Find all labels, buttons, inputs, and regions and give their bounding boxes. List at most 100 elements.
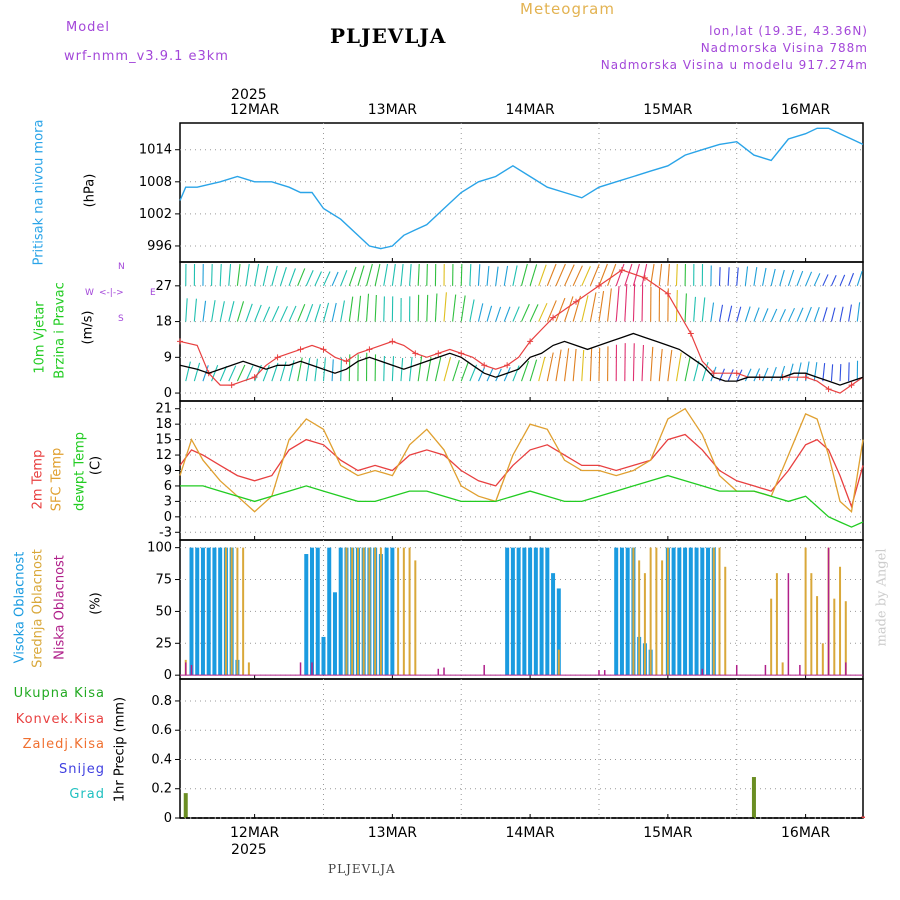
footer-station: PLJEVLJA [328, 862, 396, 876]
wind-arrow [564, 296, 574, 322]
wind-arrow [279, 306, 288, 322]
y-tick-label: 9 [164, 350, 172, 365]
wind-arrow [271, 306, 280, 322]
wind-arrow [211, 365, 219, 382]
wind-arrow [211, 300, 216, 322]
legend-total-rain: Ukupna Kisa [13, 686, 105, 701]
x-tick-label-bottom: 13MAR [368, 825, 417, 841]
mid-cloud-bar [414, 560, 417, 676]
y-tick-label: 0 [164, 386, 172, 401]
wind-arrow [400, 357, 404, 382]
wind-arrow [762, 308, 769, 322]
wind-arrow [762, 367, 769, 382]
wind-arrow [529, 264, 538, 286]
low-cloud-bar [598, 670, 600, 676]
y-tick-label: 996 [147, 239, 172, 254]
wind-arrow [641, 263, 648, 286]
wind-arrow [262, 265, 269, 286]
wind-arrow [589, 264, 600, 287]
compass-n: N [118, 262, 125, 272]
wind-gust-marker [435, 350, 442, 357]
wind-arrow [805, 306, 812, 322]
wind-arrow [572, 265, 583, 287]
wind-arrow [357, 295, 362, 322]
mid-cloud-bar [345, 547, 348, 676]
y-tick-label: 9 [164, 464, 172, 479]
wind-arrow [185, 361, 191, 382]
temp-ylabel-2: SFC Temp [49, 447, 65, 512]
wind-arrow [736, 267, 739, 286]
wind-arrow [753, 368, 761, 382]
wind-arrow [340, 357, 343, 382]
wind-arrow [245, 263, 250, 286]
wind-arrow [512, 265, 518, 286]
mid-cloud-bar [816, 596, 819, 676]
mid-cloud-bar [844, 601, 847, 676]
wind-gust-marker [343, 358, 350, 365]
wind-arrow [564, 348, 570, 382]
legend-snow: Snijeg [59, 762, 105, 777]
mid-cloud-bar [718, 547, 721, 676]
wind-arrow [297, 303, 306, 322]
y-tick-label: 1008 [139, 175, 172, 190]
x-tick-label-top: 15MAR [643, 102, 692, 118]
wind-arrow [813, 306, 820, 322]
wind-arrow [340, 300, 345, 322]
wind-arrow [245, 303, 253, 322]
mid-cloud-bar [379, 547, 382, 676]
wind-arrow [546, 263, 557, 287]
wind-arrow [598, 347, 601, 382]
wind-arrow [279, 361, 287, 382]
high-cloud-bar [510, 547, 515, 676]
y-tick-label: 0.4 [151, 752, 172, 767]
wind-gust-marker [366, 346, 373, 353]
wind-arrow [254, 263, 260, 286]
wind-arrow [443, 292, 447, 322]
wind-arrow [796, 362, 802, 382]
wind-arrow [762, 267, 767, 286]
wind-gust-marker [710, 370, 717, 377]
legend-convective-rain: Konvek.Kisa [15, 712, 105, 727]
wind-arrow [779, 308, 786, 322]
wind-arrow [520, 303, 530, 322]
wind-arrow [409, 263, 412, 286]
model-label: Model [66, 20, 111, 35]
wind-arrow [520, 360, 530, 382]
mid-cloud-bar [351, 547, 354, 676]
low-cloud-bar [190, 664, 193, 676]
wind-ylabel-2: Brzina i Pravac [52, 282, 68, 379]
wind-gust-marker [664, 290, 671, 297]
y-tick-label: 21 [155, 402, 172, 417]
y-tick-label: 0.8 [151, 694, 172, 709]
wind-gust-marker [527, 338, 534, 345]
y-tick-label: 0 [164, 811, 172, 826]
wind-arrow [641, 344, 645, 382]
mid-cloud-bar [649, 547, 652, 676]
wind-arrow [856, 270, 863, 287]
wind-arrow [219, 365, 228, 382]
wind-arrow [830, 364, 834, 382]
high-cloud-bar [332, 592, 337, 676]
pressure-ylabel: Pritisak na nivou mora [31, 119, 47, 266]
wind-arrow [770, 268, 776, 286]
y-tick-label: 0 [164, 668, 172, 683]
wind-arrow [538, 356, 546, 382]
wind-arrow [684, 356, 691, 382]
wind-arrow [701, 361, 709, 382]
x-tick-label-bottom: 14MAR [506, 825, 555, 841]
wind-arrow [787, 307, 795, 322]
wind-arrow [632, 343, 635, 382]
y-tick-label: 25 [155, 636, 172, 651]
mid-cloud-bar [368, 547, 371, 676]
wind-gust-marker [274, 354, 281, 361]
wind-arrow [279, 267, 287, 286]
wind-arrow [383, 263, 389, 286]
wind-arrow [409, 356, 413, 382]
panel-frame [179, 122, 864, 263]
high-cloud-bar [315, 547, 320, 676]
temp-unit: (C) [88, 455, 104, 476]
wind-arrow [744, 266, 749, 286]
wind-arrow [202, 365, 209, 382]
wind-arrow [564, 264, 575, 287]
temp-ylabel-1: 2m Temp [30, 449, 46, 510]
